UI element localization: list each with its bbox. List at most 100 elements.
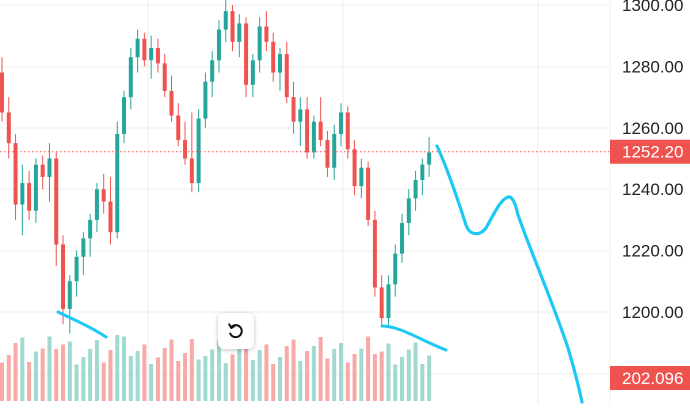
volume-bar bbox=[196, 359, 201, 401]
volume-bar bbox=[20, 337, 25, 401]
candle-body bbox=[169, 90, 174, 116]
volume-bar bbox=[13, 343, 18, 401]
volume-bar bbox=[305, 351, 310, 401]
volume-bar bbox=[74, 364, 79, 401]
candle-body bbox=[203, 81, 208, 119]
volume-bar bbox=[237, 347, 242, 401]
volume-bar bbox=[291, 339, 296, 401]
candle-body bbox=[210, 60, 215, 82]
volume-bar bbox=[155, 357, 160, 401]
candle-body bbox=[40, 164, 45, 177]
volume-bar bbox=[149, 364, 154, 401]
volume-bar bbox=[372, 354, 377, 401]
volume-bar bbox=[176, 361, 181, 401]
volume-bar bbox=[325, 358, 330, 401]
volume-bar bbox=[94, 340, 99, 401]
candle-body bbox=[305, 109, 310, 153]
volume-bar bbox=[108, 350, 113, 401]
rotate-ccw-icon bbox=[228, 323, 243, 339]
volume-bar bbox=[284, 346, 289, 401]
candle-body bbox=[359, 167, 364, 187]
candle-body bbox=[257, 26, 262, 61]
volume-bar bbox=[311, 346, 316, 401]
candle-body bbox=[379, 287, 384, 319]
volume-bar bbox=[244, 333, 249, 401]
candle-body bbox=[420, 164, 425, 180]
candle-body bbox=[61, 244, 66, 309]
candle-body bbox=[393, 253, 398, 285]
volume-bar bbox=[393, 364, 398, 401]
volume-bar bbox=[203, 356, 208, 401]
candle-body bbox=[250, 60, 255, 85]
volume-bar bbox=[210, 349, 215, 401]
volume-bar bbox=[339, 343, 343, 401]
volume-bar bbox=[122, 336, 127, 401]
volume-bar bbox=[135, 351, 140, 401]
volume-bar bbox=[359, 348, 364, 401]
candle-body bbox=[13, 143, 18, 205]
candle-body bbox=[81, 238, 86, 257]
volume-bar bbox=[88, 349, 93, 401]
candle-body bbox=[284, 54, 289, 98]
candle-body bbox=[413, 179, 418, 199]
candle-body bbox=[406, 198, 411, 223]
volume-bar bbox=[169, 339, 174, 401]
volume-bar bbox=[386, 343, 391, 401]
candle-body bbox=[223, 11, 228, 30]
volume-bar bbox=[230, 354, 235, 401]
volume-bar bbox=[277, 357, 282, 401]
candle-body bbox=[47, 158, 52, 177]
candle-body bbox=[115, 133, 120, 233]
volume-bar bbox=[366, 336, 371, 401]
candle-body bbox=[196, 118, 201, 184]
candle-body bbox=[155, 47, 160, 64]
volume-bar bbox=[6, 355, 11, 401]
volume-bar bbox=[427, 355, 432, 401]
candle-body bbox=[88, 219, 93, 239]
candle-body bbox=[0, 72, 4, 113]
candle-body bbox=[277, 54, 282, 73]
volume-badge bbox=[610, 366, 690, 390]
volume-bar bbox=[0, 362, 4, 401]
candle-body bbox=[6, 112, 11, 144]
candle-body bbox=[318, 121, 323, 141]
volume-bar bbox=[352, 354, 357, 401]
candle-body bbox=[345, 112, 350, 150]
candle-body bbox=[176, 115, 181, 141]
volume-bar bbox=[47, 336, 52, 401]
candle-body bbox=[67, 281, 72, 309]
volume-bar bbox=[40, 348, 45, 401]
candle-body bbox=[298, 109, 303, 122]
volume-bar bbox=[250, 360, 255, 401]
candle-body bbox=[128, 57, 133, 98]
candle-body bbox=[325, 140, 330, 168]
price-tick-label: 1220.00 bbox=[622, 242, 683, 261]
annotation-stroke bbox=[380, 324, 448, 352]
volume-bar bbox=[33, 351, 38, 401]
reset-chart-button[interactable] bbox=[218, 313, 254, 349]
annotation-stroke bbox=[56, 310, 108, 339]
volume-bar bbox=[264, 344, 269, 401]
volume-bar bbox=[345, 362, 350, 401]
volume-bar bbox=[318, 337, 323, 401]
volume-bar bbox=[128, 356, 133, 401]
volume-bar bbox=[115, 335, 120, 401]
volume-bar bbox=[162, 348, 167, 401]
candle-body bbox=[332, 133, 337, 168]
volume-bar bbox=[223, 363, 228, 401]
candle-body bbox=[74, 256, 79, 282]
annotation-projection-stroke bbox=[435, 144, 584, 404]
candle-body bbox=[27, 183, 32, 211]
candle-body bbox=[216, 29, 221, 61]
candle-body bbox=[94, 189, 99, 220]
volume-bar bbox=[61, 344, 66, 401]
volume-label: 202.096 bbox=[622, 369, 683, 388]
volume-bar bbox=[271, 364, 276, 401]
candle-body bbox=[162, 63, 167, 91]
candle-body bbox=[366, 167, 371, 220]
candle-body bbox=[271, 41, 276, 73]
volume-bar bbox=[420, 364, 425, 401]
volume-bar bbox=[183, 353, 188, 401]
